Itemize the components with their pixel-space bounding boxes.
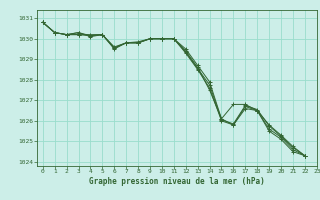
X-axis label: Graphe pression niveau de la mer (hPa): Graphe pression niveau de la mer (hPa) [89, 177, 265, 186]
